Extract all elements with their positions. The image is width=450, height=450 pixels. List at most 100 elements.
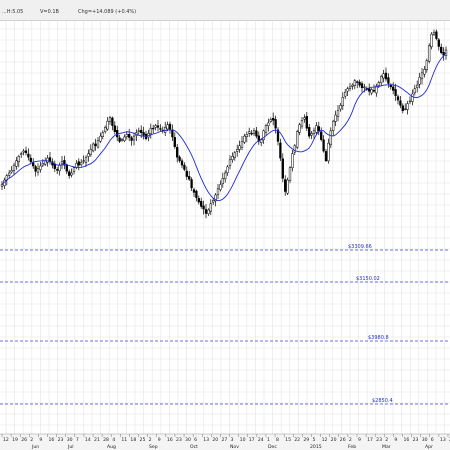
candle-body (370, 89, 373, 94)
candle-body (423, 69, 426, 75)
candle-body (17, 156, 20, 163)
candle-body (200, 200, 203, 207)
candle-body (8, 172, 11, 176)
x-tick-label: 16 (167, 437, 173, 443)
x-tick-label: 9 (39, 437, 42, 443)
candle-body (231, 156, 234, 160)
candle-body (435, 31, 438, 39)
candle-body (387, 77, 390, 84)
candle-body (264, 125, 268, 133)
candle-body (437, 39, 440, 47)
candle-body (296, 131, 299, 148)
candle-body (58, 164, 61, 172)
candle-body (281, 158, 284, 179)
candle-body (312, 130, 316, 134)
candle-body (440, 46, 443, 53)
candle-body (315, 125, 318, 133)
candle-body (408, 100, 412, 103)
candle-body (171, 129, 174, 138)
candle-body (188, 176, 191, 180)
x-tick-label: 29 (303, 437, 309, 443)
candle-body (288, 167, 292, 181)
candle-body (248, 131, 251, 134)
candle-body (15, 160, 18, 167)
x-tick-label: 21 (94, 437, 100, 443)
candle-body (404, 108, 407, 110)
support-levels: $3309.66 $3150.02 $3980.8 $2850.4 (0, 244, 450, 405)
candle-body (192, 189, 196, 193)
candle-body (344, 91, 347, 97)
candle-body (202, 205, 205, 210)
candle-body (183, 164, 186, 170)
candle-body (339, 105, 342, 110)
candle-body (173, 137, 176, 147)
candle-body (137, 130, 140, 132)
x-tick-label: 14 (85, 437, 91, 443)
candle-body (267, 122, 270, 127)
candle-body (164, 127, 167, 133)
candle-body (149, 127, 152, 135)
candle-body (428, 45, 431, 62)
candle-body (257, 135, 260, 142)
x-tick-label: 22 (294, 437, 300, 443)
candle-body (219, 184, 222, 190)
x-tick-label: 13 (203, 437, 209, 443)
candle-body (44, 160, 47, 165)
x-tick-label: 9 (394, 437, 397, 443)
candle-body (63, 160, 66, 166)
candle-body (279, 142, 282, 159)
candle-body (394, 89, 397, 96)
candle-body (332, 120, 335, 131)
candle-body (308, 127, 311, 137)
candle-body (389, 84, 392, 88)
quote-readout-bar: ...H:5.05 V=0.1B Chg=+14.089 (+0.4%) (0, 0, 450, 21)
candle-body (240, 141, 244, 148)
candle-body (406, 103, 409, 110)
candle-body (168, 123, 172, 130)
candle-body (228, 159, 232, 166)
x-tick-label: 28 (103, 437, 109, 443)
candle-body (425, 60, 428, 71)
candle-body (430, 33, 433, 48)
candle-body (195, 190, 198, 198)
candle-body (396, 96, 400, 101)
candle-body (356, 81, 359, 83)
candle-body (118, 137, 121, 142)
candle-body (132, 135, 136, 141)
candle-body (0, 184, 4, 187)
candle-body (334, 114, 337, 122)
candle-body (243, 135, 246, 143)
x-tick-label: 7 (76, 437, 79, 443)
x-tick-label: 30 (422, 437, 428, 443)
candle-body (348, 86, 352, 89)
candle-body (166, 124, 169, 130)
candle-body (130, 137, 133, 141)
x-tick-label: 4 (112, 437, 115, 443)
candle-body (178, 156, 181, 161)
candle-body (60, 161, 64, 165)
support-level-label: $2850.4 (372, 398, 393, 404)
candle-body (152, 127, 155, 130)
candle-body (298, 124, 301, 133)
candle-body (291, 153, 294, 169)
candle-body (92, 143, 95, 152)
candle-body (96, 140, 100, 148)
candle-body (22, 150, 25, 153)
candle-body (238, 145, 241, 150)
x-tick-label: 9 (158, 437, 161, 443)
candle-body (363, 86, 366, 88)
candle-body (413, 88, 416, 94)
x-tick-label: 9 (358, 437, 361, 443)
candle-body (113, 125, 116, 132)
candle-body (24, 150, 28, 154)
candle-body (39, 165, 42, 170)
moving-average (1, 52, 447, 202)
candle-body (123, 136, 126, 141)
candle-body (221, 178, 224, 184)
candle-body (305, 116, 308, 129)
candle-body (272, 117, 275, 121)
candle-body (233, 152, 236, 159)
candle-body (190, 179, 193, 189)
readout-left: ...H:5.05 (2, 9, 24, 15)
